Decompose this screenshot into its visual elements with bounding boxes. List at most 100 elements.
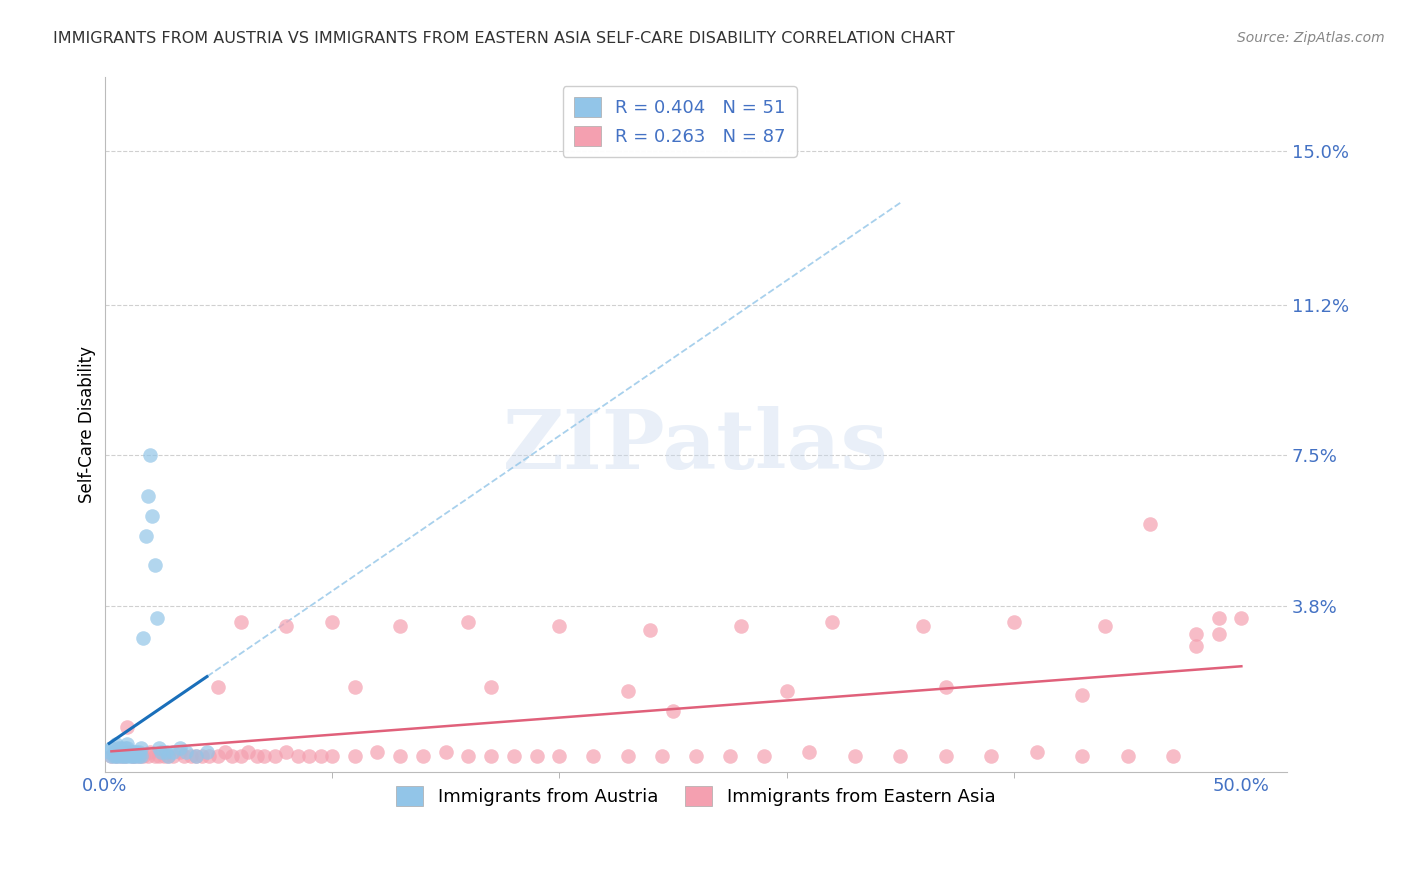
Text: ZIPatlas: ZIPatlas [503, 406, 889, 485]
Point [685, 748, 707, 763]
Point [389, 619, 412, 633]
Point [169, 740, 191, 755]
Point [1208, 627, 1230, 641]
Point [104, 737, 127, 751]
Point [110, 740, 132, 755]
Point [132, 631, 155, 645]
Point [236, 745, 259, 759]
Point [157, 748, 180, 763]
Point [1185, 627, 1208, 641]
Point [111, 748, 134, 763]
Point [718, 748, 741, 763]
Point [98, 745, 121, 759]
Legend: Immigrants from Austria, Immigrants from Eastern Asia: Immigrants from Austria, Immigrants from… [387, 777, 1004, 815]
Point [198, 748, 221, 763]
Point [207, 680, 229, 694]
Point [110, 748, 132, 763]
Point [136, 748, 159, 763]
Point [128, 748, 150, 763]
Point [122, 745, 145, 759]
Point [1025, 745, 1047, 759]
Point [180, 748, 202, 763]
Point [229, 615, 252, 629]
Point [366, 745, 388, 759]
Point [184, 748, 207, 763]
Point [548, 619, 571, 633]
Point [321, 748, 343, 763]
Point [844, 748, 866, 763]
Point [479, 680, 502, 694]
Point [125, 748, 148, 763]
Point [638, 623, 661, 637]
Point [111, 745, 134, 759]
Point [110, 745, 132, 759]
Point [730, 619, 752, 633]
Point [117, 745, 139, 759]
Point [799, 745, 821, 759]
Point [162, 745, 184, 759]
Point [141, 509, 163, 524]
Point [457, 615, 479, 629]
Point [309, 748, 332, 763]
Point [662, 704, 685, 718]
Point [195, 745, 218, 759]
Point [253, 748, 276, 763]
Point [502, 748, 524, 763]
Point [162, 748, 184, 763]
Point [582, 748, 605, 763]
Text: Source: ZipAtlas.com: Source: ZipAtlas.com [1237, 31, 1385, 45]
Point [1094, 619, 1116, 633]
Point [343, 748, 366, 763]
Point [117, 748, 139, 763]
Point [434, 745, 457, 759]
Point [114, 740, 136, 755]
Point [173, 748, 195, 763]
Point [821, 615, 844, 629]
Point [136, 489, 159, 503]
Text: IMMIGRANTS FROM AUSTRIA VS IMMIGRANTS FROM EASTERN ASIA SELF-CARE DISABILITY COR: IMMIGRANTS FROM AUSTRIA VS IMMIGRANTS FR… [53, 31, 955, 46]
Point [1002, 615, 1025, 629]
Point [169, 745, 191, 759]
Point [114, 745, 136, 759]
Point [651, 748, 673, 763]
Point [117, 740, 139, 755]
Point [129, 748, 152, 763]
Point [117, 737, 139, 751]
Point [457, 748, 479, 763]
Point [100, 740, 122, 755]
Point [104, 745, 127, 759]
Point [221, 748, 243, 763]
Point [889, 748, 911, 763]
Point [110, 748, 132, 763]
Point [412, 748, 434, 763]
Point [935, 748, 957, 763]
Point [118, 745, 141, 759]
Point [128, 748, 150, 763]
Point [135, 529, 157, 543]
Point [526, 748, 548, 763]
Point [214, 745, 236, 759]
Point [276, 745, 298, 759]
Point [117, 720, 139, 734]
Point [139, 745, 162, 759]
Point [100, 748, 122, 763]
Point [148, 748, 170, 763]
Point [752, 748, 775, 763]
Point [148, 740, 170, 755]
Point [121, 745, 143, 759]
Y-axis label: Self-Care Disability: Self-Care Disability [79, 346, 96, 503]
Point [128, 745, 150, 759]
Point [118, 748, 141, 763]
Point [276, 619, 298, 633]
Point [155, 745, 177, 759]
Point [150, 745, 173, 759]
Point [246, 748, 269, 763]
Point [1071, 748, 1094, 763]
Point [548, 748, 571, 763]
Point [776, 683, 799, 698]
Point [100, 748, 122, 763]
Point [287, 748, 309, 763]
Point [114, 748, 136, 763]
Point [191, 748, 214, 763]
Point [389, 748, 412, 763]
